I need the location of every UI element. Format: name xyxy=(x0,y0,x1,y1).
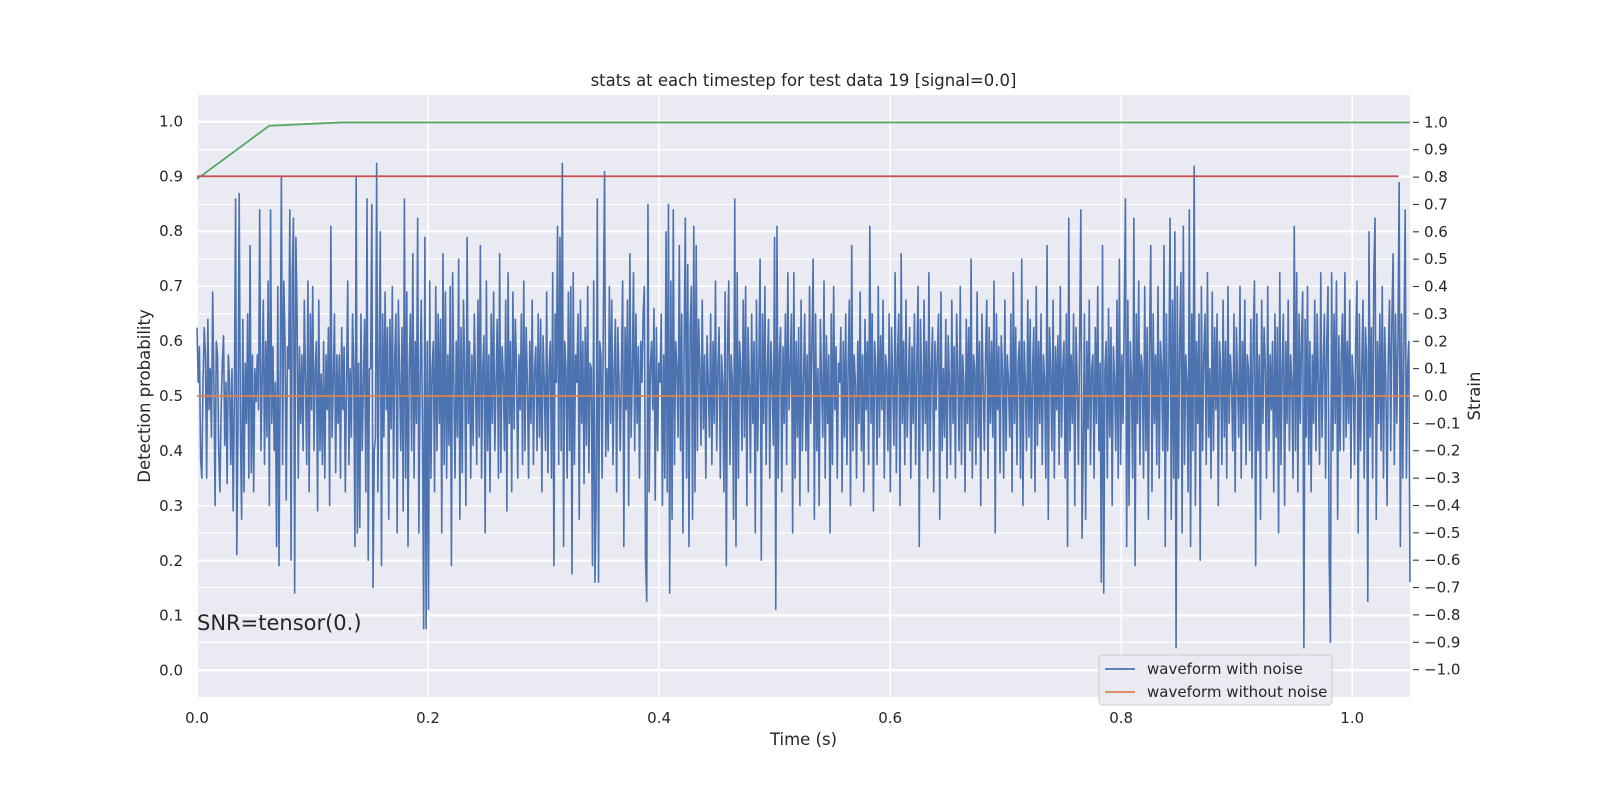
right-axis-ticks: −1.0 −0.9 −0.8 −0.7 −0.6 −0.5 −0.4 −0.3 −0.2 −0.1… xyxy=(1413,113,1460,679)
left-tick-label: 0.0 xyxy=(159,662,183,680)
chart-title: stats at each timestep for test data 19 … xyxy=(591,71,1017,90)
right-tick-label: −0.1 xyxy=(1424,414,1460,432)
x-tick-label: 0.6 xyxy=(878,709,902,727)
right-tick-label: 0.4 xyxy=(1424,278,1448,296)
right-tick-label: 0.5 xyxy=(1424,250,1448,268)
x-axis-ticks: 0.0 0.2 0.4 0.6 0.8 1.0 xyxy=(185,709,1364,727)
x-tick-label: 0.4 xyxy=(647,709,671,727)
legend: waveform with noise waveform without noi… xyxy=(1098,654,1333,706)
left-tick-label: 1.0 xyxy=(159,112,183,130)
left-tick-label: 0.2 xyxy=(159,552,183,570)
x-tick-label: 1.0 xyxy=(1340,709,1364,727)
left-tick-label: 0.3 xyxy=(159,497,183,515)
right-tick-label: −0.2 xyxy=(1424,442,1460,460)
detection-probability-line xyxy=(196,121,1410,180)
right-tick-label: −0.9 xyxy=(1424,633,1460,651)
right-tick-label: −0.7 xyxy=(1424,579,1460,597)
right-tick-label: 0.0 xyxy=(1424,387,1448,405)
left-tick-label: 0.7 xyxy=(159,277,183,295)
right-tick-label: 0.8 xyxy=(1424,168,1448,186)
noisy-waveform-line xyxy=(196,162,1411,649)
right-tick-label: −0.6 xyxy=(1424,551,1460,569)
legend-box xyxy=(1098,654,1333,706)
x-tick-label: 0.2 xyxy=(416,709,440,727)
legend-label-waveform-without-noise: waveform without noise xyxy=(1147,683,1327,701)
x-tick-label: 0.0 xyxy=(185,709,209,727)
left-axis-label: Detection probability xyxy=(135,309,154,483)
right-tick-label: −0.3 xyxy=(1424,469,1460,487)
right-tick-label: 1.0 xyxy=(1424,113,1448,131)
right-tick-label: 0.6 xyxy=(1424,223,1448,241)
right-tick-label: 0.1 xyxy=(1424,360,1448,378)
x-axis-label: Time (s) xyxy=(769,730,837,749)
right-tick-label: 0.9 xyxy=(1424,141,1448,159)
left-tick-label: 0.9 xyxy=(159,167,183,185)
x-tick-label: 0.8 xyxy=(1109,709,1133,727)
right-tick-label: −0.8 xyxy=(1424,606,1460,624)
right-axis-label: Strain xyxy=(1465,372,1484,421)
right-tick-label: 0.2 xyxy=(1424,332,1448,350)
left-tick-label: 0.5 xyxy=(159,387,183,405)
left-tick-label: 0.4 xyxy=(159,442,183,460)
right-tick-label: −0.4 xyxy=(1424,496,1460,514)
left-tick-label: 0.8 xyxy=(159,222,183,240)
left-tick-label: 0.1 xyxy=(159,607,183,625)
left-tick-label: 0.6 xyxy=(159,332,183,350)
right-tick-label: 0.3 xyxy=(1424,305,1448,323)
series-layer xyxy=(196,121,1411,649)
right-tick-label: 0.7 xyxy=(1424,195,1448,213)
snr-annotation: SNR=tensor(0.) xyxy=(197,611,362,635)
left-axis-ticks: 0.0 0.1 0.2 0.3 0.4 0.5 0.6 0.7 0.8 0.9 1.0 xyxy=(159,112,183,679)
right-tick-label: −0.5 xyxy=(1424,524,1460,542)
legend-label-waveform-with-noise: waveform with noise xyxy=(1147,660,1303,678)
right-tick-label: −1.0 xyxy=(1424,661,1460,679)
